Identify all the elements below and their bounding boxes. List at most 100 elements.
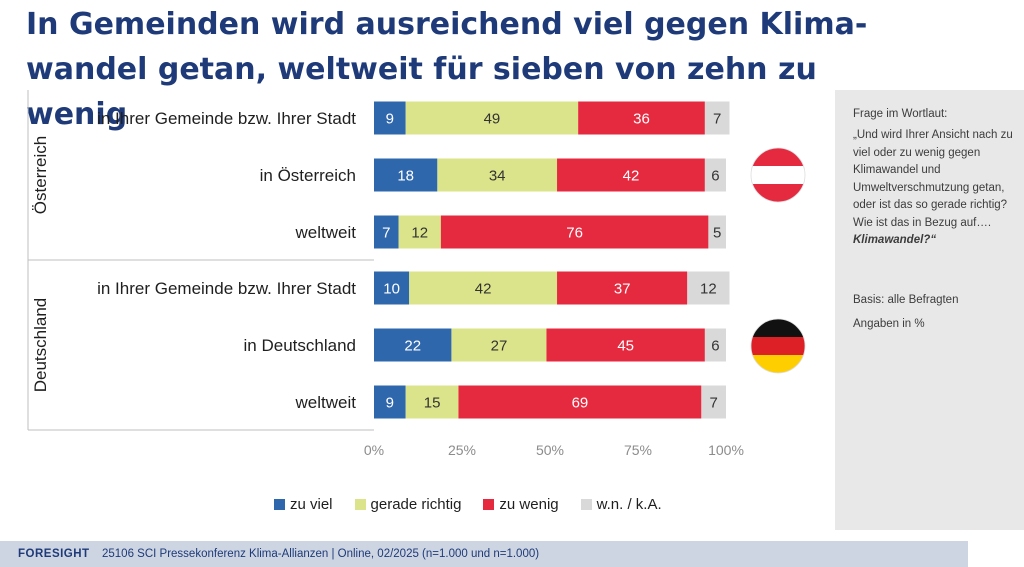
- bar-segment: [557, 271, 688, 305]
- group-labels: Österreich Deutschland: [31, 136, 50, 392]
- data-label: 45: [617, 338, 634, 355]
- bar-segment: [701, 385, 726, 419]
- legend-swatch: [580, 498, 592, 510]
- data-label: 9: [386, 395, 394, 412]
- footer-text: 25106 SCI Pressekonferenz Klima-Allianze…: [102, 548, 540, 560]
- flag-stripe: [751, 355, 805, 373]
- data-label: 9: [386, 111, 394, 128]
- data-label: 5: [713, 225, 721, 242]
- bar-segment: [374, 101, 406, 135]
- legend: zu viel gerade richtig zu wenig w.n. / k.A.: [274, 494, 744, 514]
- group-label: Österreich: [31, 136, 50, 214]
- category-label: in Ihrer Gemeinde bzw. Ihrer Stadt: [97, 279, 356, 298]
- data-label: 69: [572, 395, 589, 412]
- legend-item: w.n. / k.A.: [580, 495, 662, 513]
- footer: FORESIGHT 25106 SCI Pressekonferenz Klim…: [0, 541, 968, 567]
- data-label: 22: [404, 338, 421, 355]
- group-label: Deutschland: [31, 298, 50, 393]
- bar-segment: [458, 385, 702, 419]
- x-tick-label: 50%: [536, 442, 564, 458]
- data-label: 37: [614, 281, 631, 298]
- data-label: 49: [484, 111, 501, 128]
- legend-item: gerade richtig: [354, 495, 462, 513]
- flag-stripe: [751, 184, 805, 202]
- question-heading: Frage im Wortlaut:: [853, 108, 948, 120]
- bar-segment: [374, 271, 410, 305]
- bar-segment: [546, 328, 705, 362]
- flag-stripe: [751, 337, 805, 356]
- bar-segment: [437, 158, 558, 192]
- category-label: in Österreich: [260, 166, 356, 185]
- flags: [750, 147, 806, 374]
- stacked-bar-chart: Österreich Deutschland in Ihrer Gemeinde …: [27, 90, 806, 458]
- bar-segment: [374, 215, 399, 249]
- data-label: 7: [710, 395, 718, 412]
- legend-label: gerade richtig: [370, 495, 462, 513]
- data-label: 7: [713, 111, 721, 128]
- bar-segment: [440, 215, 709, 249]
- x-axis-ticks: 0% 25% 50% 75% 100%: [364, 442, 744, 458]
- bar-segment: [374, 158, 438, 192]
- x-tick-label: 75%: [624, 442, 652, 458]
- category-label: weltweit: [295, 223, 357, 242]
- question-panel: Frage im Wortlaut: „Und wird Ihrer Ansic…: [835, 90, 1024, 530]
- bar-segment: [708, 215, 726, 249]
- flag-stripe: [751, 166, 805, 185]
- flag-stripe: [751, 148, 805, 167]
- question-emphasis: Klimawandel?“: [853, 234, 937, 246]
- chart-frame: [27, 90, 374, 431]
- flag-stripe: [751, 319, 805, 338]
- legend-label: zu wenig: [499, 495, 559, 513]
- austria-flag-icon: [750, 147, 806, 203]
- bar-segment: [687, 271, 730, 305]
- data-label: 76: [566, 225, 583, 242]
- x-tick-label: 0%: [364, 442, 384, 458]
- category-labels: in Ihrer Gemeinde bzw. Ihrer Stadt in Öst…: [97, 109, 356, 412]
- data-label: 18: [397, 168, 414, 185]
- bar-segment: [405, 101, 579, 135]
- bar-segment: [704, 328, 726, 362]
- bar-segment: [557, 158, 705, 192]
- bar-segment: [451, 328, 547, 362]
- data-label: 10: [383, 281, 400, 298]
- bar-segment: [578, 101, 705, 135]
- legend-item: zu viel: [274, 496, 333, 513]
- data-label: 7: [382, 225, 390, 242]
- data-label: 27: [491, 338, 508, 355]
- bar-segment: [398, 215, 441, 249]
- category-label: weltweit: [295, 393, 357, 412]
- data-label: 12: [700, 281, 717, 298]
- footer-brand: FORESIGHT: [18, 548, 90, 560]
- legend-label: zu viel: [290, 495, 333, 513]
- bar-segment: [704, 158, 726, 192]
- bar-segment: [704, 101, 730, 135]
- unit-note: Angaben in %: [853, 318, 925, 330]
- bar-segment: [409, 271, 558, 305]
- bar-segment: [405, 385, 459, 419]
- x-tick-label: 100%: [708, 442, 744, 458]
- data-label: 42: [623, 168, 640, 185]
- bar-segment: [374, 385, 406, 419]
- data-label: 15: [424, 395, 441, 412]
- legend-item: zu wenig: [483, 495, 559, 513]
- data-label: 12: [411, 225, 428, 242]
- data-label: 42: [475, 281, 492, 298]
- page-title: In Gemeinden wird ausreichend viel gegen…: [26, 7, 868, 132]
- data-label: 6: [711, 338, 719, 355]
- category-label: in Deutschland: [244, 336, 356, 355]
- legend-swatch: [483, 498, 495, 510]
- base-note: Basis: alle Befragten: [853, 294, 959, 306]
- category-label: in Ihrer Gemeinde bzw. Ihrer Stadt: [97, 109, 356, 128]
- data-label: 36: [633, 111, 650, 128]
- legend-label: w.n. / k.A.: [596, 495, 662, 513]
- data-label: 6: [711, 168, 719, 185]
- flag-outline: [750, 318, 806, 374]
- legend-swatch: [354, 498, 366, 510]
- flag-outline: [750, 147, 806, 203]
- question-body: „Und wird Ihrer Ansicht nach zu viel ode…: [853, 129, 1013, 229]
- bar-segment: [374, 328, 452, 362]
- question-text: „Und wird Ihrer Ansicht nach zu viel ode…: [853, 127, 1013, 250]
- germany-flag-icon: [750, 318, 806, 374]
- legend-swatch: [274, 498, 285, 510]
